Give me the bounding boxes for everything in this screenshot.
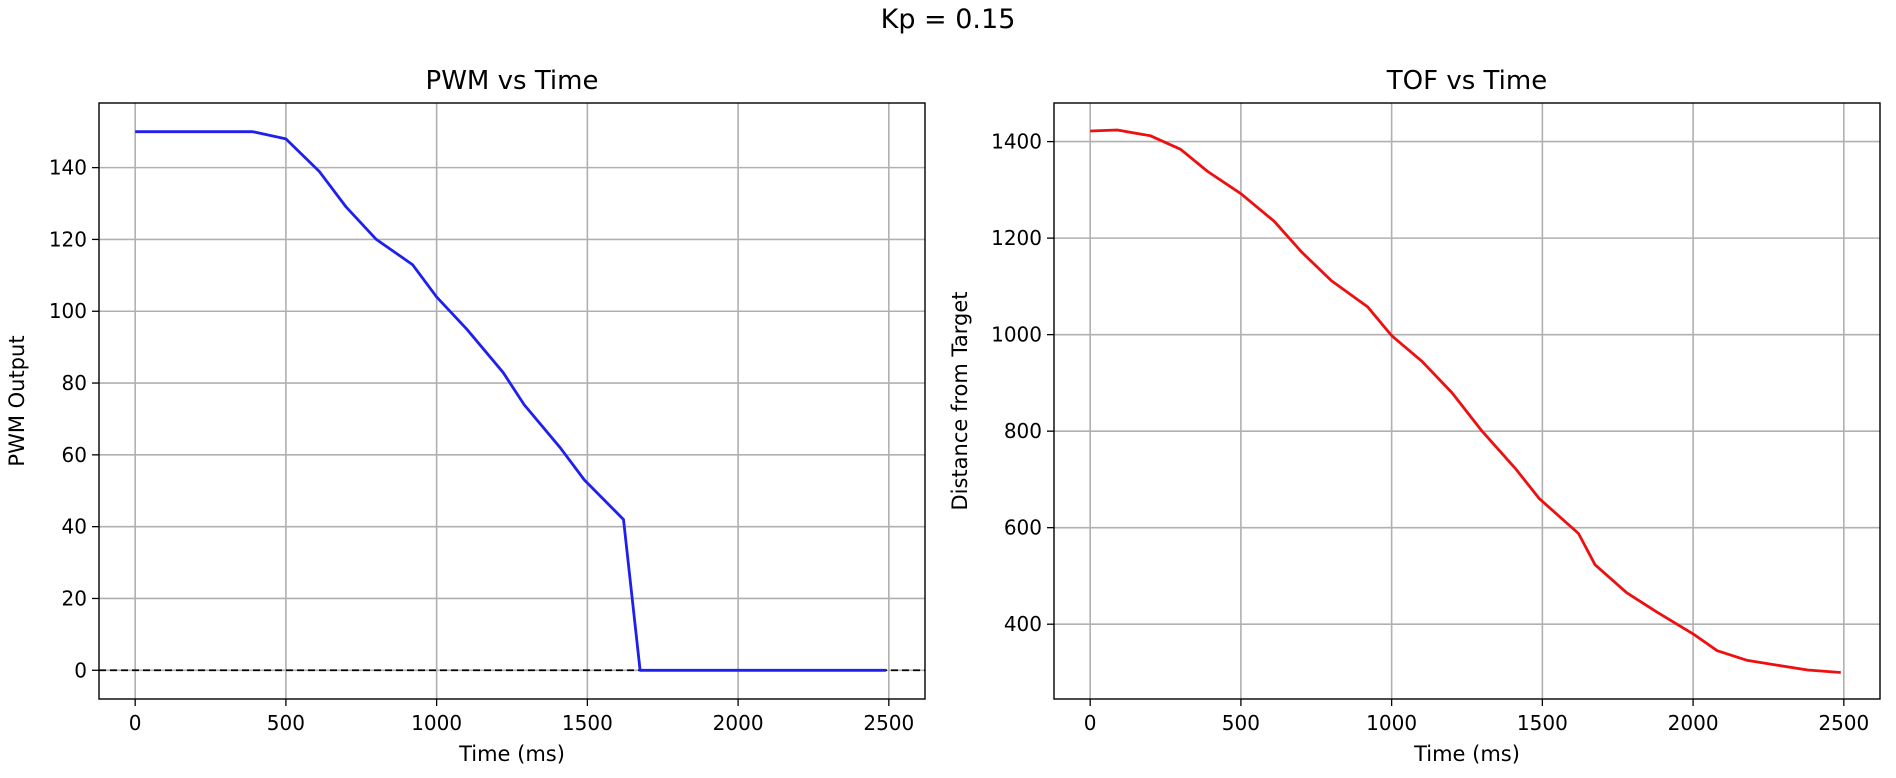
- tof-x-tick-label: 2500: [1818, 711, 1869, 735]
- tof-x-tick-label: 1500: [1517, 711, 1568, 735]
- tof-y-tick-label: 1000: [991, 323, 1042, 347]
- pwm-y-tick-label: 120: [49, 227, 87, 251]
- pwm-x-tick-label: 2000: [713, 711, 764, 735]
- pwm-y-tick-label: 100: [49, 299, 87, 323]
- tof-y-tick-label: 600: [1004, 516, 1042, 540]
- tof-y-tick-label: 400: [1004, 612, 1042, 636]
- tof-axes-frame: [1053, 102, 1881, 700]
- pwm-x-tick-label: 500: [267, 711, 305, 735]
- pwm-chart: 0 500 1000 1500 2000 2500 0 20 40 60 80 100 120 140 PW…: [5, 66, 926, 766]
- pwm-y-tick-label: 0: [74, 658, 87, 682]
- pwm-y-tick-label: 60: [62, 443, 87, 467]
- pwm-x-tick-label: 2500: [863, 711, 914, 735]
- pwm-x-tick-label: 1500: [562, 711, 613, 735]
- pwm-x-tick-label: 0: [129, 711, 142, 735]
- pwm-y-tick-label: 80: [62, 371, 87, 395]
- tof-y-tick-label: 800: [1004, 419, 1042, 443]
- tof-x-tick-label: 1000: [1366, 711, 1417, 735]
- pwm-series-line: [135, 130, 886, 672]
- tof-y-tick-label: 1400: [991, 130, 1042, 154]
- tof-x-tick-label: 0: [1084, 711, 1097, 735]
- tof-chart-title: TOF vs Time: [1386, 66, 1547, 96]
- tof-x-axis-label: Time (ms): [1413, 742, 1520, 766]
- pwm-y-tick-label: 40: [62, 515, 87, 539]
- tof-y-tick-label: 1200: [991, 226, 1042, 250]
- figure-title: Kp = 0.15: [880, 4, 1016, 35]
- tof-series-line: [1090, 128, 1841, 674]
- pwm-x-tick-label: 1000: [411, 711, 462, 735]
- pwm-axes-frame: [98, 102, 926, 700]
- pwm-chart-title: PWM vs Time: [426, 66, 599, 96]
- tof-x-tick-label: 2000: [1668, 711, 1719, 735]
- tof-y-axis-label: Distance from Target: [948, 291, 972, 510]
- pwm-x-axis-label: Time (ms): [458, 742, 565, 766]
- tof-chart: 0 500 1000 1500 2000 2500 400 600 800 1000 1200 140…: [948, 66, 1881, 766]
- pwm-y-tick-label: 20: [62, 586, 87, 610]
- pwm-y-tick-label: 140: [49, 156, 87, 180]
- pwm-y-axis-label: PWM Output: [5, 335, 29, 466]
- tof-x-tick-label: 500: [1222, 711, 1260, 735]
